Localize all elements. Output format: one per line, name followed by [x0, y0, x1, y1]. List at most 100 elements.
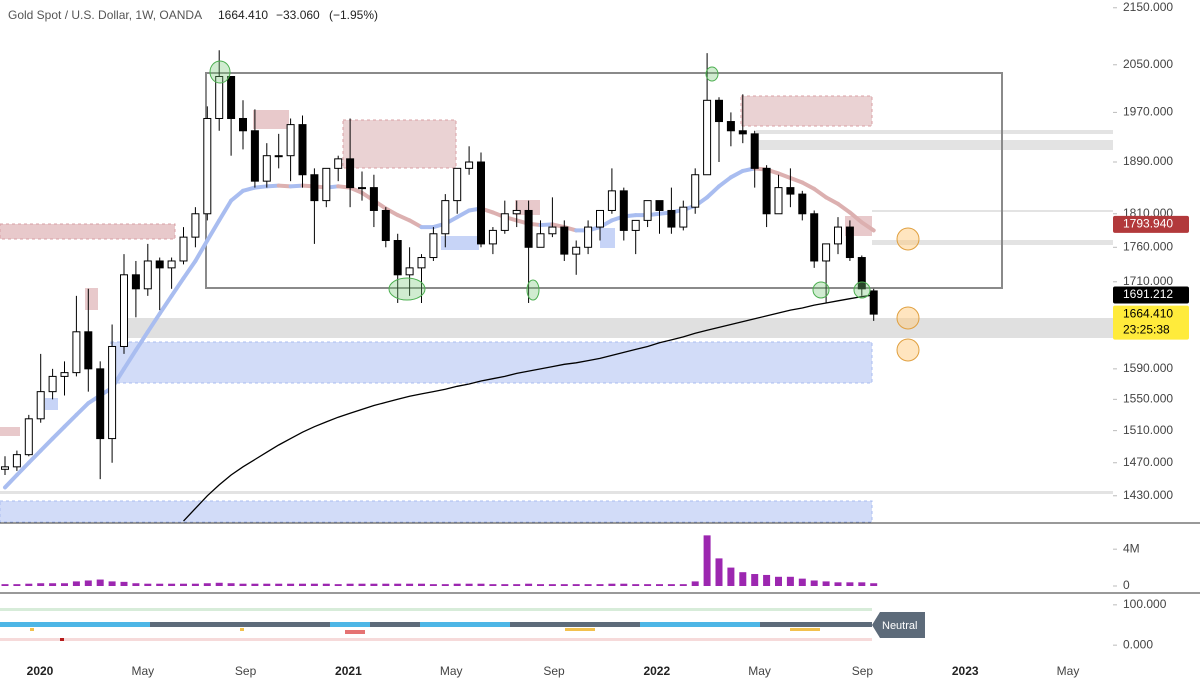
- candle-body: [322, 167, 331, 202]
- candle-body: [369, 187, 378, 211]
- candle-body: [250, 130, 259, 182]
- candle-body: [143, 260, 152, 290]
- demand-zone: [45, 398, 58, 410]
- candle-body: [417, 257, 426, 269]
- ma-segment: [26, 448, 43, 465]
- level-band: [872, 210, 1113, 212]
- price-tag: [1113, 215, 1189, 233]
- osc-line: [640, 622, 760, 627]
- last-price: 1664.410: [218, 8, 268, 22]
- candle-body: [548, 226, 557, 235]
- candle-body: [429, 233, 438, 259]
- candle-body: [120, 274, 128, 347]
- volume-bar: [453, 583, 461, 586]
- x-tick-label: May: [748, 664, 771, 678]
- volume-tick-label: 4M: [1123, 541, 1140, 555]
- candle-body: [298, 124, 307, 176]
- volume-bar: [751, 574, 759, 586]
- y-tick-label: 2150.000: [1123, 0, 1173, 14]
- volume-bar: [263, 583, 271, 586]
- price-tag-label: 1793.940: [1123, 217, 1173, 231]
- price-plot: [1, 50, 878, 586]
- legend-header: Gold Spot / U.S. Dollar, 1W, OANDA 1664.…: [8, 8, 378, 22]
- volume-bar: [537, 584, 544, 586]
- volume-bar: [429, 584, 437, 586]
- y-tick-label: 1430.000: [1123, 488, 1173, 502]
- ma-segment: [383, 206, 400, 218]
- volume-bar: [322, 583, 330, 586]
- demand-zone: [0, 500, 873, 523]
- volume-bar: [679, 584, 687, 586]
- volume-bar: [275, 583, 283, 586]
- candle-body: [96, 368, 105, 440]
- x-tick-label: 2020: [27, 664, 54, 678]
- candle-body: [381, 209, 390, 242]
- volume-bar: [846, 582, 854, 586]
- x-tick-label: May: [131, 664, 154, 678]
- candle-body: [596, 209, 604, 228]
- volume-bar: [418, 583, 425, 586]
- candle-body: [726, 121, 735, 132]
- volume-bar: [227, 583, 235, 586]
- volume-bar: [739, 572, 747, 586]
- supply-zone: [0, 427, 20, 436]
- volume-bar: [108, 581, 116, 586]
- level-band: [756, 130, 1113, 134]
- volume-bar: [477, 583, 485, 586]
- candle-body: [274, 155, 283, 158]
- candle-body: [488, 229, 497, 245]
- ma-segment: [824, 195, 840, 206]
- ma-segment: [133, 329, 150, 353]
- ma-segment: [800, 180, 817, 191]
- candle-body: [179, 236, 188, 262]
- osc-line: [0, 622, 150, 627]
- x-tick-label: 2021: [335, 664, 362, 678]
- volume-bar: [72, 581, 80, 586]
- volume-bar: [370, 583, 378, 586]
- y-tick-label: 1890.000: [1123, 154, 1173, 168]
- change-pct: (−1.95%): [329, 8, 378, 22]
- volume-bar: [596, 584, 604, 586]
- y-tick-label: 1590.000: [1123, 361, 1173, 375]
- ma-segment: [3, 473, 19, 490]
- volume-bar: [489, 584, 497, 586]
- volume-bar: [798, 578, 806, 586]
- osc-line: [330, 622, 370, 627]
- candle-body: [667, 209, 676, 228]
- touch-marker: [388, 277, 426, 301]
- candle-body: [655, 200, 664, 211]
- ma-segment: [122, 348, 138, 371]
- osc-dot: [240, 628, 244, 631]
- ma-segment: [38, 436, 55, 453]
- ma-segment: [157, 293, 174, 316]
- axes: 2150.0002050.0001970.0001890.0001810.000…: [27, 0, 1189, 678]
- y-tick-label: 1970.000: [1123, 105, 1173, 119]
- candle-body: [822, 243, 831, 262]
- supply-zone: [85, 288, 98, 310]
- candle-body: [845, 226, 854, 259]
- ma-segment: [205, 218, 222, 243]
- status-label: Neutral: [882, 620, 917, 632]
- volume-bar: [358, 583, 366, 586]
- ma-segment: [788, 175, 805, 185]
- candle-body: [167, 260, 176, 269]
- ma-segment: [728, 168, 745, 180]
- candle-body: [465, 161, 474, 169]
- candle-body: [131, 274, 140, 290]
- ma-segment: [193, 238, 210, 263]
- volume-bar: [394, 583, 402, 586]
- volume-bar: [299, 583, 306, 586]
- countdown: 23:25:38: [1123, 322, 1170, 336]
- supply-zone: [253, 110, 289, 129]
- level-band: [122, 318, 1113, 338]
- touch-marker: [812, 281, 830, 299]
- candle-body: [36, 391, 45, 420]
- ma-segment: [181, 258, 198, 281]
- candle-body: [72, 331, 81, 374]
- touch-marker: [705, 66, 719, 82]
- y-tick-label: 1710.000: [1123, 274, 1173, 288]
- ma-segment: [229, 188, 245, 203]
- volume-bar: [632, 584, 640, 586]
- ma-segment: [455, 208, 472, 220]
- candle-body: [405, 267, 414, 276]
